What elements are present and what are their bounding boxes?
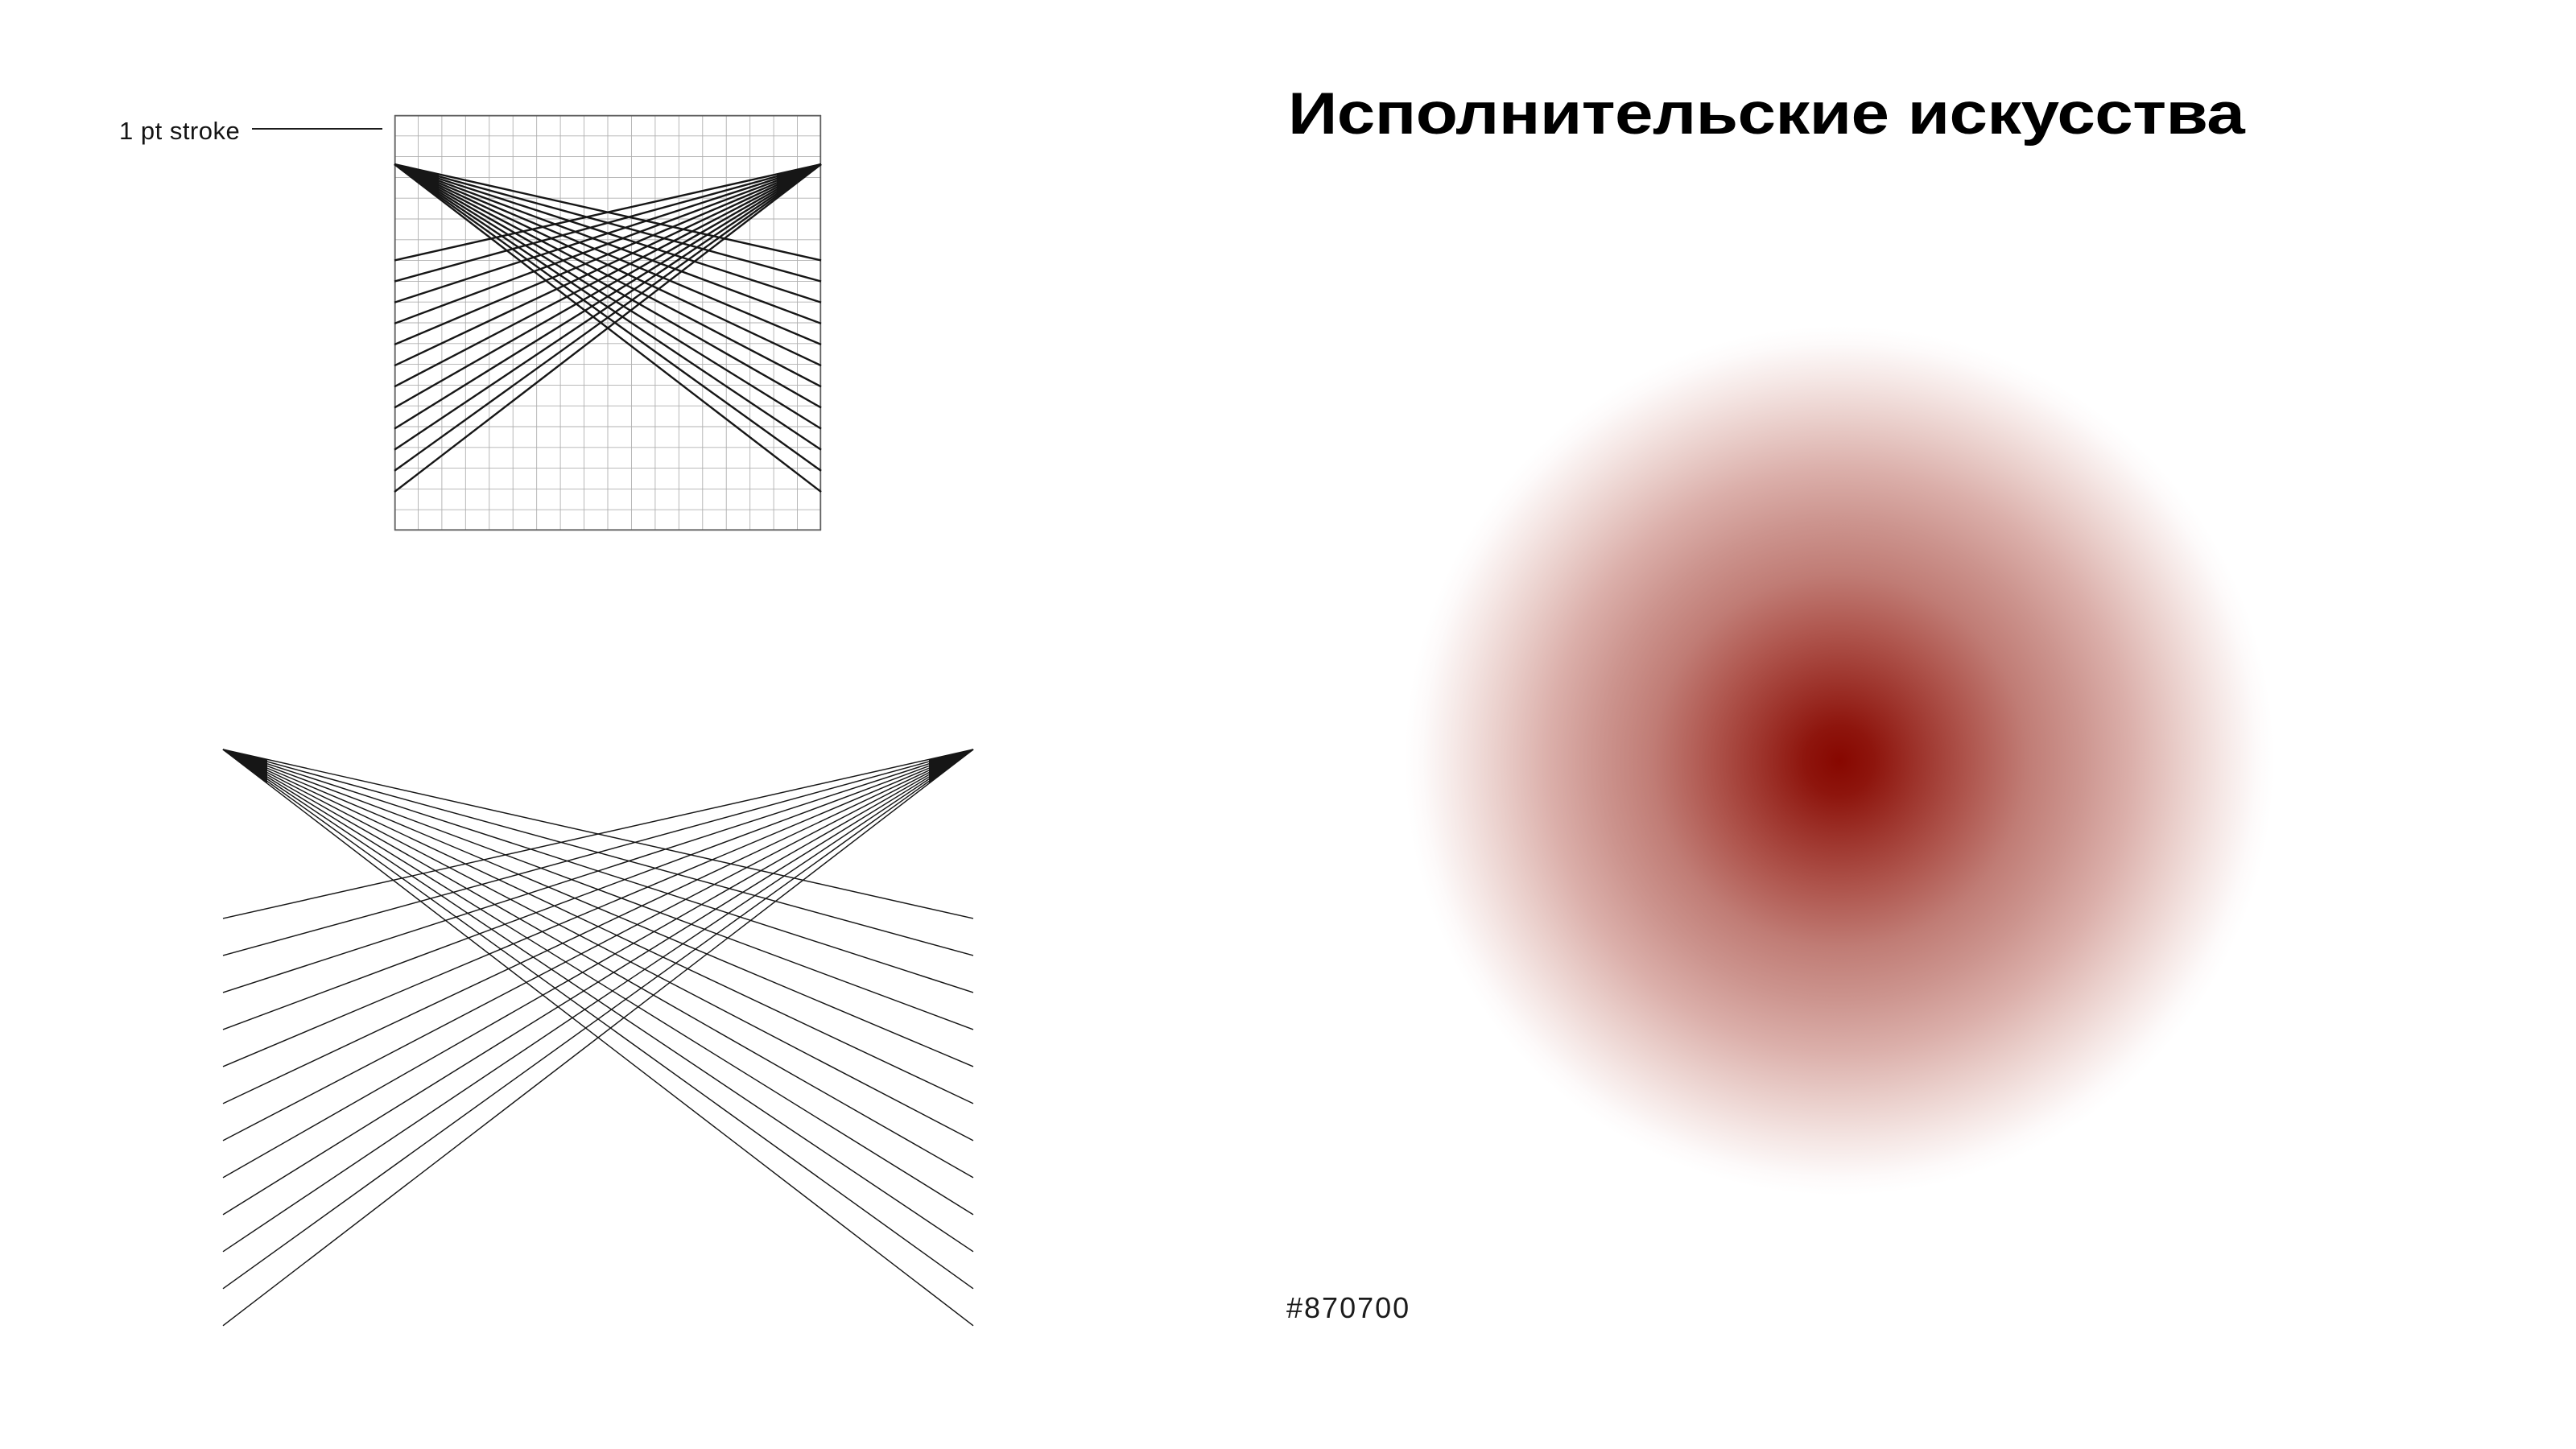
small-grid-line-pattern <box>394 114 822 531</box>
annotation-leader-line <box>252 128 382 130</box>
page-title: Исполнительские искусства <box>1288 81 2245 147</box>
stroke-annotation-label: 1 pt stroke <box>119 117 241 145</box>
color-hex-label: #870700 <box>1286 1291 1411 1324</box>
large-line-pattern <box>222 749 974 1327</box>
gradient-blob <box>1405 326 2274 1195</box>
